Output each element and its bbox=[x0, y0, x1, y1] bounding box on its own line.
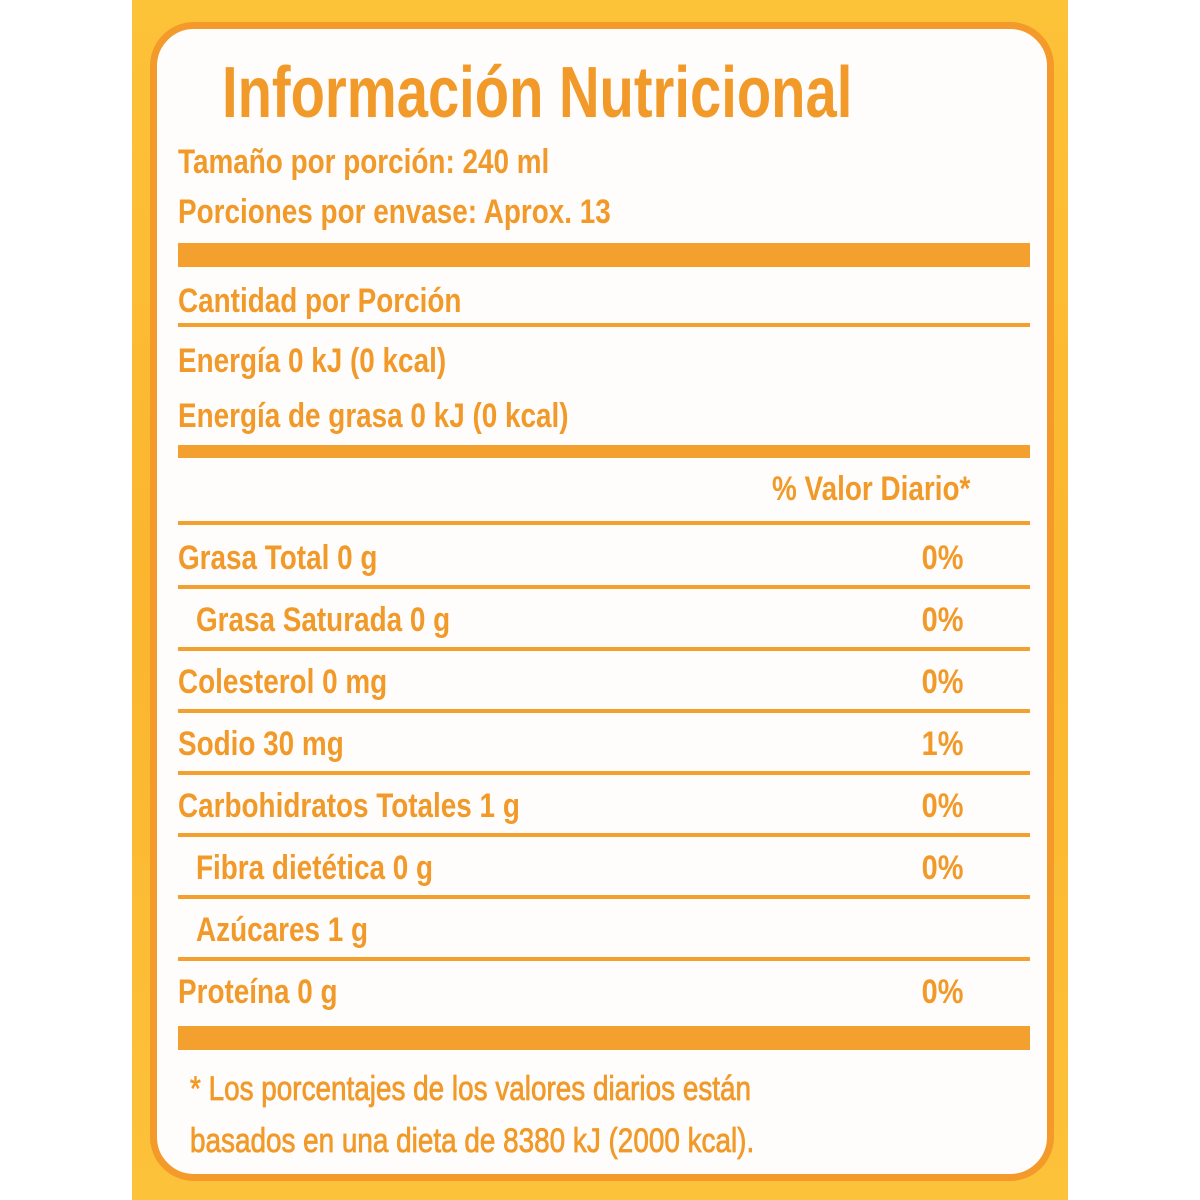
nutrient-label: Azúcares 1 g bbox=[196, 911, 369, 949]
nutrient-label: Carbohidratos Totales 1 g bbox=[178, 787, 520, 825]
row-divider bbox=[178, 709, 1030, 713]
servings-per-container: Porciones por envase: Aprox. 13 bbox=[178, 193, 611, 231]
row-divider bbox=[178, 833, 1030, 837]
nutrient-daily-value: 0% bbox=[921, 849, 964, 887]
divider-thick bbox=[178, 1026, 1030, 1050]
amount-per-serving: Cantidad por Porción bbox=[178, 282, 462, 320]
nutrient-daily-value: 0% bbox=[921, 663, 964, 701]
nutrient-label: Proteína 0 g bbox=[178, 973, 338, 1011]
nutrition-label-panel bbox=[150, 22, 1054, 1181]
nutrient-daily-value: 0% bbox=[921, 601, 964, 639]
daily-value-header: % Valor Diario* bbox=[772, 470, 971, 508]
divider-thick bbox=[178, 243, 1030, 267]
label-title: Información Nutricional bbox=[222, 53, 853, 133]
nutrient-label: Fibra dietética 0 g bbox=[196, 849, 434, 887]
row-divider bbox=[178, 895, 1030, 899]
nutrient-label: Grasa Total 0 g bbox=[178, 539, 378, 577]
divider bbox=[178, 521, 1030, 525]
nutrient-daily-value: 1% bbox=[921, 725, 964, 763]
nutrient-daily-value: 0% bbox=[921, 973, 964, 1011]
row-divider bbox=[178, 647, 1030, 651]
nutrient-label: Grasa Saturada 0 g bbox=[196, 601, 451, 639]
nutrient-label: Colesterol 0 mg bbox=[178, 663, 388, 701]
row-divider bbox=[178, 771, 1030, 775]
energy: Energía 0 kJ (0 kcal) bbox=[178, 342, 447, 380]
divider bbox=[178, 323, 1030, 327]
divider-medium bbox=[178, 445, 1030, 458]
footnote-line-1: * Los porcentajes de los valores diarios… bbox=[190, 1070, 752, 1109]
nutrient-daily-value: 0% bbox=[921, 787, 964, 825]
serving-size: Tamaño por porción: 240 ml bbox=[178, 143, 550, 181]
row-divider bbox=[178, 957, 1030, 961]
row-divider bbox=[178, 585, 1030, 589]
footnote-line-2: basados en una dieta de 8380 kJ (2000 kc… bbox=[190, 1122, 755, 1161]
energy-from-fat: Energía de grasa 0 kJ (0 kcal) bbox=[178, 397, 569, 435]
nutrient-label: Sodio 30 mg bbox=[178, 725, 344, 763]
nutrient-daily-value: 0% bbox=[921, 539, 964, 577]
